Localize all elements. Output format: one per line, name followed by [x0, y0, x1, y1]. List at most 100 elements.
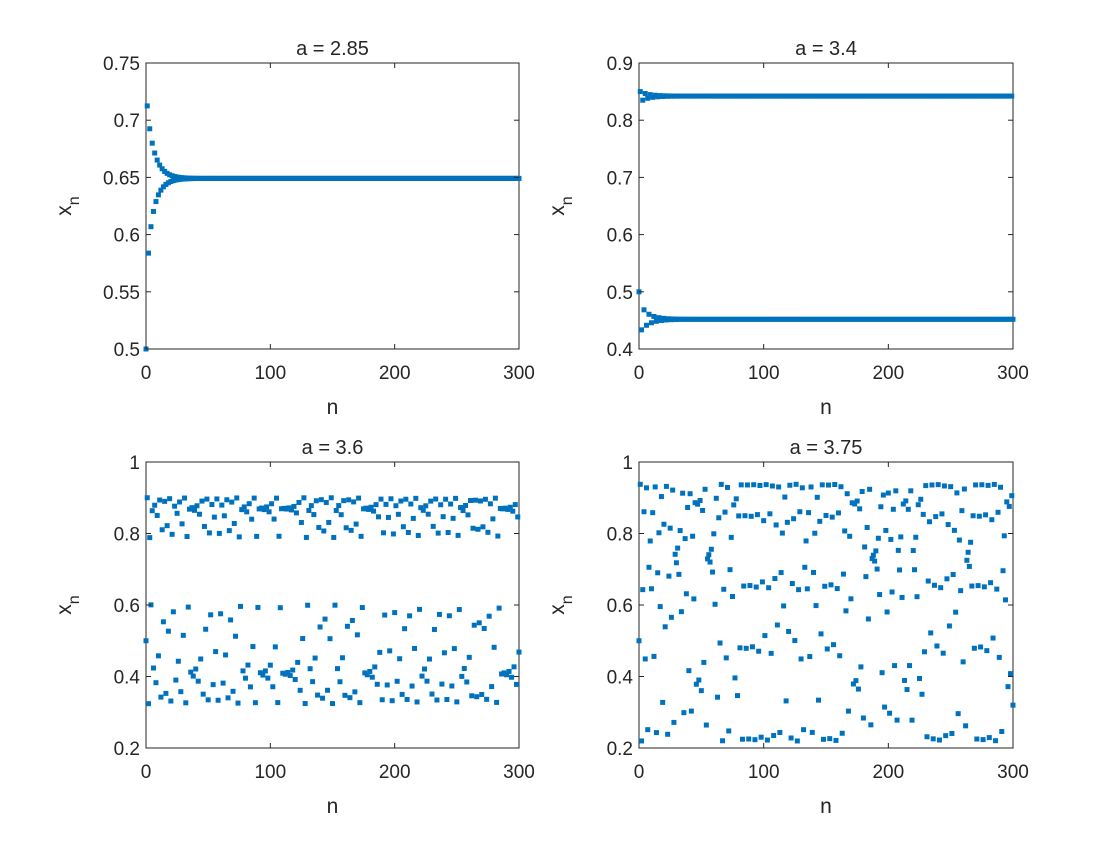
data-point — [367, 668, 373, 674]
data-point — [295, 659, 301, 665]
data-point — [147, 535, 153, 541]
data-point — [220, 680, 226, 686]
data-point — [177, 499, 183, 505]
data-point — [516, 649, 522, 655]
x-axis-label: n — [820, 795, 832, 818]
data-point — [879, 670, 885, 676]
data-point — [376, 514, 381, 520]
data-point — [165, 628, 171, 634]
data-point — [234, 495, 240, 501]
data-point — [840, 571, 846, 577]
data-point — [905, 506, 911, 512]
data-point — [480, 524, 486, 530]
data-point — [424, 678, 430, 684]
data-point — [285, 669, 291, 675]
data-point — [464, 679, 470, 685]
data-point — [337, 679, 343, 685]
data-point — [877, 592, 883, 598]
y-tick-label: 0.4 — [114, 668, 141, 689]
y-tick-label: 0.55 — [103, 283, 140, 304]
data-point — [730, 593, 735, 599]
data-point — [305, 602, 311, 608]
data-point — [964, 557, 970, 563]
data-series — [636, 89, 1016, 333]
data-point — [484, 696, 490, 702]
data-point — [703, 722, 709, 728]
data-point — [806, 510, 812, 516]
data-point — [348, 527, 354, 533]
data-point — [410, 515, 416, 521]
data-point — [373, 502, 379, 508]
data-point — [420, 507, 426, 513]
data-point — [200, 691, 206, 697]
data-point — [783, 698, 789, 704]
data-point — [492, 495, 498, 501]
data-point — [193, 666, 199, 672]
data-point — [973, 482, 979, 488]
data-point — [984, 648, 990, 654]
data-point — [325, 687, 331, 693]
data-point — [204, 496, 210, 502]
data-point — [638, 327, 644, 333]
data-point — [647, 538, 653, 544]
data-point — [413, 495, 419, 501]
data-point — [426, 656, 432, 662]
data-point — [804, 586, 810, 592]
data-point — [469, 693, 475, 699]
data-point — [152, 150, 158, 156]
data-point — [680, 490, 686, 496]
data-point — [646, 311, 652, 317]
data-point — [641, 509, 647, 515]
data-point — [777, 729, 783, 735]
data-point — [402, 626, 408, 632]
data-point — [276, 533, 282, 539]
data-point — [707, 559, 713, 565]
data-point — [303, 534, 309, 540]
x-tick-label: 200 — [379, 762, 411, 783]
data-point — [919, 691, 925, 697]
data-point — [209, 502, 215, 508]
data-point — [738, 482, 744, 488]
data-point — [923, 483, 929, 489]
data-point — [701, 659, 707, 665]
data-point — [971, 645, 977, 651]
data-point — [868, 722, 874, 728]
data-point — [742, 513, 748, 519]
data-point — [994, 586, 1000, 592]
data-point — [675, 545, 681, 551]
data-point — [264, 504, 270, 510]
data-point — [698, 688, 704, 694]
data-point — [890, 506, 896, 512]
axes-box — [638, 62, 1014, 350]
data-point — [843, 608, 849, 614]
data-point — [913, 534, 919, 540]
data-point — [318, 497, 324, 503]
data-point — [940, 650, 946, 656]
data-point — [646, 564, 652, 570]
y-tick-label: 0.6 — [114, 596, 140, 617]
y-axis-label: xn — [53, 595, 83, 614]
data-point — [249, 516, 255, 522]
data-point — [287, 673, 293, 679]
data-point — [342, 692, 348, 698]
data-point — [788, 735, 794, 741]
data-point — [341, 498, 347, 504]
data-point — [921, 649, 927, 655]
data-point — [354, 632, 360, 638]
data-point — [657, 604, 663, 610]
data-point — [491, 644, 497, 650]
data-point — [954, 490, 960, 496]
data-point — [198, 656, 204, 662]
data-point — [145, 250, 151, 256]
data-point — [653, 318, 659, 324]
data-point — [642, 656, 648, 662]
data-point — [746, 736, 752, 742]
data-point — [262, 668, 268, 674]
data-point — [489, 684, 495, 690]
data-point — [834, 586, 840, 592]
data-point — [448, 501, 454, 507]
data-point — [685, 504, 691, 510]
data-point — [219, 502, 225, 508]
data-point — [236, 534, 242, 540]
chart-title: a = 3.75 — [790, 437, 863, 459]
